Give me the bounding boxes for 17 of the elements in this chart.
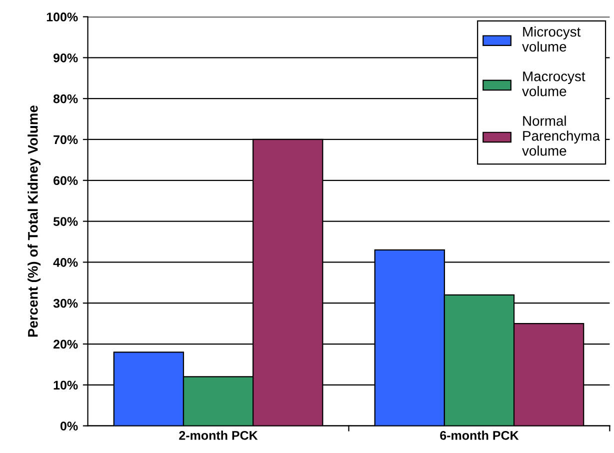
legend-label: Normal Parenchyma volume [522,116,600,156]
y-tick-label: 100% [46,12,78,22]
y-tick-label: 0% [60,422,78,430]
legend-label: Microcyst volume [522,26,581,52]
y-tick-label: 80% [53,94,78,104]
legend-label: Macrocyst volume [522,72,586,96]
y-axis-title: Percent (%) of Total Kidney Volume [28,105,41,337]
y-tick-label: 60% [54,176,78,186]
x-tick-label: 2-month PCK [179,430,258,440]
y-tick-label: 10% [54,380,78,390]
y-tick-label: 90% [53,53,78,62]
y-tick-label: 40% [53,258,78,267]
y-tick-label: 30% [53,298,78,308]
y-tick-label: 70% [54,135,78,144]
y-tick-label: 50% [53,217,78,226]
x-tick-label: 6-month PCK [440,430,519,440]
y-tick-label: 20% [53,340,78,349]
